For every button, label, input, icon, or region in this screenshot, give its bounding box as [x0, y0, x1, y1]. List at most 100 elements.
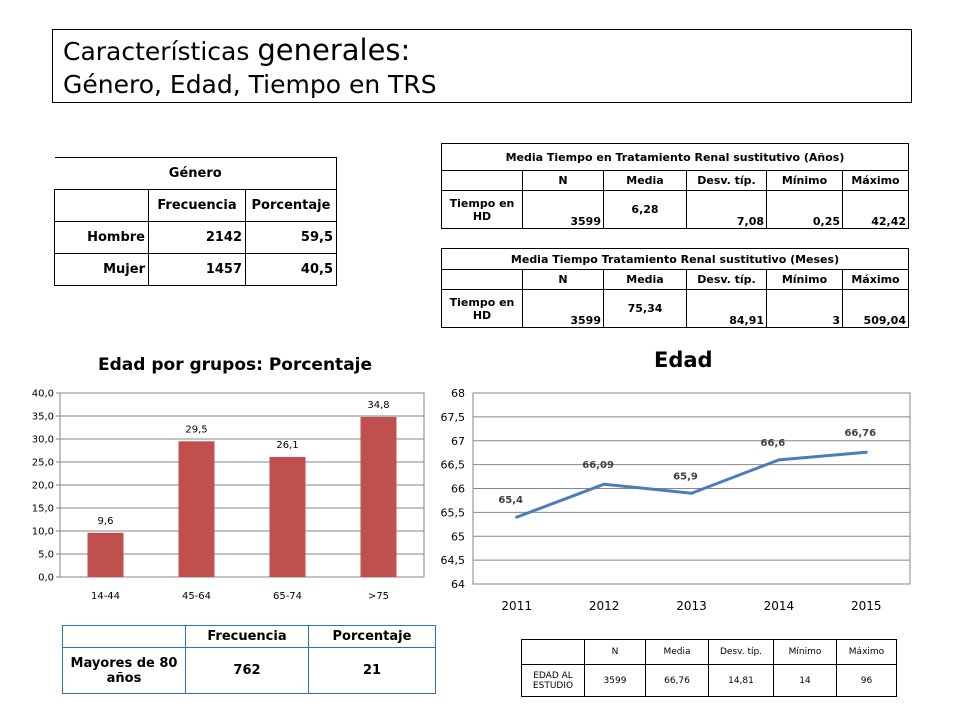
y-tick-label: 64,5: [441, 554, 466, 567]
y-tick-label: 15,0: [32, 504, 54, 515]
gender-table: Género Frecuencia Porcentaje Hombre 2142…: [54, 157, 337, 286]
gender-row-label: Mujer: [54, 253, 149, 286]
age-row-desv: 14,81: [708, 664, 774, 697]
months-row-media: 75,34: [603, 289, 687, 328]
title-part-a: Características: [63, 37, 258, 66]
data-label: 66,6: [761, 438, 786, 449]
years-header-n: N: [522, 170, 604, 191]
data-point: [690, 491, 693, 495]
months-header-min: Mínimo: [766, 269, 843, 290]
age-header-max: Máximo: [836, 639, 897, 665]
title-part-b: generales:: [257, 33, 411, 67]
y-tick-label: 25,0: [32, 458, 54, 469]
years-header-desv: Desv. típ.: [686, 170, 767, 191]
age-group-bar-chart: 0,0 5,0 10,0 15,0 20,0 25,0 30,0 35,0 40,0 9,6 14-…: [32, 389, 425, 602]
years-header-blank: [441, 170, 523, 191]
data-label: 26,1: [276, 440, 298, 451]
age-stats-table: N Media Desv. típ. Mínimo Máximo EDAD AL…: [521, 639, 897, 697]
years-row-min: 0,25: [766, 190, 843, 229]
months-row-max: 509,04: [842, 289, 909, 328]
age-row-min: 14: [773, 664, 837, 697]
x-tick-label: 2015: [851, 599, 882, 613]
years-header-max: Máximo: [842, 170, 909, 191]
age-header-media: Media: [645, 639, 709, 665]
x-tick-label: 2011: [501, 599, 532, 613]
years-row-label: Tiempo en HD: [441, 190, 523, 229]
x-tick-label: 45-64: [182, 591, 211, 602]
age-header-desv: Desv. típ.: [708, 639, 774, 665]
x-tick-label: >75: [368, 591, 389, 602]
years-caption: Media Tiempo en Tratamiento Renal sustit…: [441, 143, 909, 171]
y-tick-label: 67,5: [441, 411, 466, 424]
months-caption: Media Tiempo Tratamiento Renal sustituti…: [441, 248, 909, 270]
x-tick-label: 2014: [764, 599, 795, 613]
months-header-max: Máximo: [842, 269, 909, 290]
title-box: Características generales: Género, Edad,…: [52, 29, 912, 103]
bar: [360, 416, 397, 577]
data-label: 66,09: [582, 460, 614, 471]
years-header-min: Mínimo: [766, 170, 843, 191]
table-row: EDAD AL ESTUDIO 3599 66,76 14,81 14 96: [521, 664, 897, 697]
y-tick-label: 30,0: [32, 435, 54, 446]
bar: [87, 532, 124, 577]
treatment-months-table: Media Tiempo Tratamiento Renal sustituti…: [441, 248, 909, 328]
y-tick-label: 35,0: [32, 412, 54, 423]
elder-header-blank: [62, 625, 186, 648]
table-row: Hombre 2142 59,5: [54, 221, 337, 254]
gender-header-pct: Porcentaje: [245, 189, 337, 222]
table-row: Tiempo en HD 3599 75,34 84,91 3 509,04: [441, 289, 909, 328]
bar-chart-title: Edad por grupos: Porcentaje: [98, 355, 373, 375]
data-label: 29,5: [185, 424, 207, 435]
age-row-media: 66,76: [645, 664, 709, 697]
years-header-media: Media: [603, 170, 687, 191]
data-label: 65,9: [673, 471, 698, 482]
months-header-n: N: [522, 269, 604, 290]
x-tick-label: 2012: [589, 599, 620, 613]
bar: [269, 456, 306, 577]
y-tick-label: 65: [451, 530, 465, 543]
y-tick-label: 40,0: [32, 389, 54, 400]
page-title: Características generales:: [63, 34, 911, 68]
age-row-max: 96: [836, 664, 897, 697]
page-subtitle: Género, Edad, Tiempo en TRS: [63, 70, 437, 99]
months-header-media: Media: [603, 269, 687, 290]
elderly-table: Frecuencia Porcentaje Mayores de 80 años…: [62, 625, 436, 694]
data-point: [602, 482, 606, 486]
gender-row-label: Hombre: [54, 221, 149, 254]
y-tick-label: 65,5: [441, 506, 466, 519]
age-line-chart: 64 64,5 65 65,5 66 66,5 67 67,5 68 65,4 2011 66,09 2…: [441, 387, 911, 613]
age-row-n: 3599: [584, 664, 646, 697]
elder-row-label: Mayores de 80 años: [62, 647, 186, 694]
x-tick-label: 2013: [676, 599, 707, 613]
months-row-n: 3599: [522, 289, 604, 328]
gender-row-pct: 59,5: [245, 221, 337, 254]
elder-header-freq: Frecuencia: [185, 625, 309, 648]
y-tick-label: 0,0: [38, 573, 54, 584]
y-tick-label: 66,5: [441, 459, 466, 472]
y-tick-label: 68: [451, 387, 465, 400]
elder-header-pct: Porcentaje: [308, 625, 436, 648]
data-label: 65,4: [498, 495, 523, 506]
y-tick-label: 66: [451, 483, 465, 496]
data-point: [777, 458, 781, 462]
years-row-n: 3599: [522, 190, 604, 229]
bar: [178, 441, 215, 577]
x-tick-label: 14-44: [91, 591, 120, 602]
age-header-blank: [521, 639, 585, 665]
y-tick-label: 20,0: [32, 481, 54, 492]
years-row-desv: 7,08: [686, 190, 767, 229]
months-header-blank: [441, 269, 523, 290]
treatment-years-table: Media Tiempo en Tratamiento Renal sustit…: [441, 143, 909, 229]
gender-row-freq: 2142: [148, 221, 246, 254]
elder-row-freq: 762: [185, 647, 309, 694]
months-header-desv: Desv. típ.: [686, 269, 767, 290]
gender-row-pct: 40,5: [245, 253, 337, 286]
data-label: 66,76: [844, 428, 876, 439]
data-label: 9,6: [98, 516, 114, 527]
data-point: [864, 450, 868, 454]
gender-header-freq: Frecuencia: [148, 189, 246, 222]
gender-row-freq: 1457: [148, 253, 246, 286]
data-point: [515, 515, 519, 519]
age-header-min: Mínimo: [773, 639, 837, 665]
months-row-desv: 84,91: [686, 289, 767, 328]
